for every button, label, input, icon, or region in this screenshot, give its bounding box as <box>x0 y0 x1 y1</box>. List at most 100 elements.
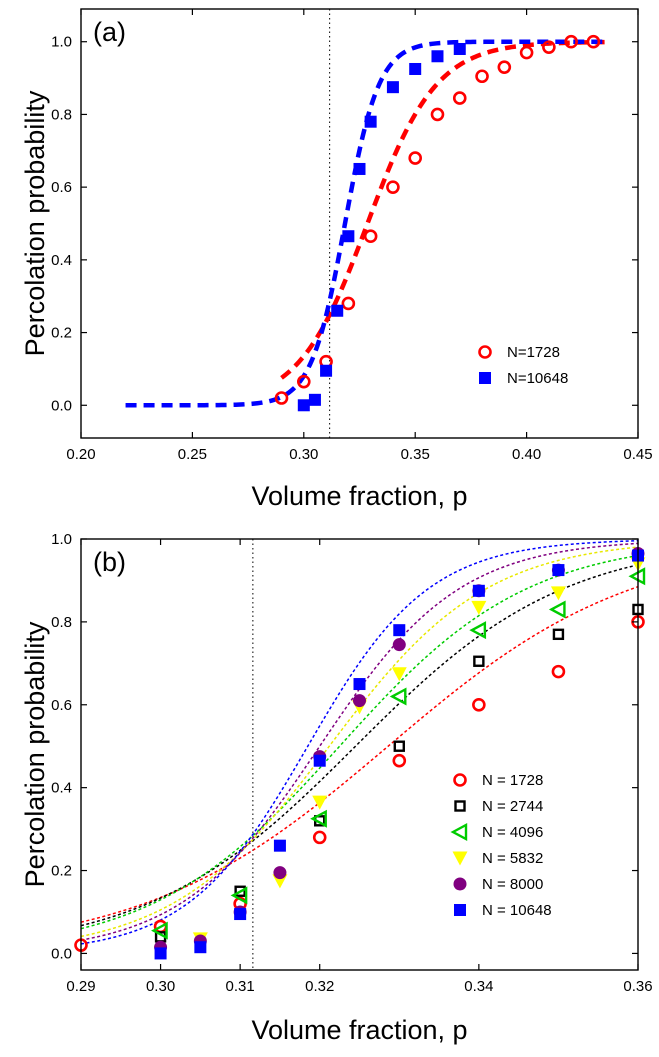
data-point-s0-4 <box>363 229 378 244</box>
legend-label-2: N = 4096 <box>482 824 543 841</box>
x-tick-label-1: 0.30 <box>146 978 175 995</box>
data-point-s1-5 <box>353 162 366 175</box>
y-tick-label-3: 0.6 <box>51 697 72 714</box>
legend-label-0: N = 1728 <box>482 772 543 789</box>
data-point-s5-7 <box>472 584 485 597</box>
panel-label: (a) <box>93 17 126 47</box>
data-point-s2-2 <box>310 809 327 828</box>
legend-marker-4 <box>453 877 467 891</box>
legend-label-1: N=10648 <box>507 370 568 387</box>
x-tick-label-5: 0.36 <box>623 978 652 995</box>
y-tick-label-2: 0.4 <box>51 780 72 797</box>
data-point-s0-4 <box>392 753 407 768</box>
data-point-s3-2 <box>312 795 328 810</box>
data-point-s5-8 <box>552 564 565 577</box>
data-point-s0-9 <box>475 69 489 84</box>
data-point-s0-3 <box>312 830 327 845</box>
legend-marker-0 <box>478 345 492 359</box>
fit-curve-1 <box>125 39 605 408</box>
x-tick-label-0: 0.20 <box>66 446 95 463</box>
data-point-s0-14 <box>586 34 601 49</box>
data-point-s5-5 <box>353 678 366 691</box>
y-tick-label-3: 0.6 <box>51 179 72 196</box>
legend-label-3: N = 5832 <box>482 850 543 867</box>
data-point-s4-3 <box>273 866 287 880</box>
data-point-s1-2 <box>320 364 333 377</box>
data-point-s2-5 <box>548 600 566 619</box>
data-point-s3-4 <box>391 667 407 682</box>
data-point-s1-0 <box>297 399 310 412</box>
legend-label-5: N = 10648 <box>482 902 552 919</box>
fit-curve-4 <box>81 542 638 941</box>
plot-frame <box>80 8 639 439</box>
data-point-s0-5 <box>472 697 486 712</box>
data-point-s5-6 <box>393 624 406 637</box>
y-tick-label-0: 0.0 <box>51 945 72 962</box>
data-point-s0-11 <box>519 45 534 60</box>
data-point-s1-3 <box>393 740 405 752</box>
fit-curve-2 <box>81 554 638 930</box>
x-tick-label-3: 0.35 <box>401 446 430 463</box>
legend-label-0: N=1728 <box>507 344 560 361</box>
fit-curve-3 <box>81 546 638 938</box>
legend-marker-2 <box>450 822 468 842</box>
data-point-s0-3 <box>341 296 356 311</box>
fit-curves <box>81 540 638 945</box>
x-tick-label-2: 0.31 <box>226 978 255 995</box>
legend: N = 1728 N = 2744 N = 4096 N = 5832 N = 8000… <box>450 772 552 919</box>
panel-label: (b) <box>93 547 126 577</box>
data-point-s5-2 <box>234 908 247 921</box>
data-point-s2-4 <box>469 621 487 640</box>
data-point-s0-7 <box>430 107 445 122</box>
data-point-s0-8 <box>452 91 467 105</box>
data-point-s1-1 <box>234 885 246 897</box>
y-axis-label: Percolation probability <box>20 621 50 887</box>
data-point-s2-3 <box>389 687 407 706</box>
fit-curves <box>125 39 605 408</box>
y-tick-label-5: 1.0 <box>51 34 72 51</box>
data-point-s1-7 <box>386 81 399 94</box>
x-axis-label: Volume fraction, p <box>251 481 467 511</box>
data-point-s1-10 <box>453 42 466 55</box>
y-tick-label-1: 0.2 <box>51 325 72 342</box>
x-tick-label-2: 0.30 <box>289 446 318 463</box>
data-point-s5-3 <box>273 839 286 852</box>
data-point-s0-5 <box>386 180 400 194</box>
y-tick-label-4: 0.8 <box>51 106 72 123</box>
data-point-s0-12 <box>542 40 556 54</box>
data-points <box>74 547 646 960</box>
data-point-s0-6 <box>551 664 566 679</box>
legend-marker-5 <box>454 904 466 916</box>
data-point-s1-4 <box>342 230 355 243</box>
data-points <box>274 34 601 412</box>
data-point-s0-6 <box>408 151 423 165</box>
x-tick-label-3: 0.32 <box>305 978 334 995</box>
fit-curve-1 <box>81 564 638 927</box>
legend-marker-1 <box>454 800 466 812</box>
y-tick-label-1: 0.2 <box>51 863 72 880</box>
data-point-s5-4 <box>313 754 326 767</box>
data-point-s1-8 <box>409 62 422 75</box>
panel-a-chart: 0.20 0.25 0.30 0.35 0.40 0.45 0.0 0.2 0.4 0.6 0.8 1… <box>20 8 653 511</box>
y-axis-label: Percolation probability <box>20 90 50 356</box>
plot-frame <box>80 538 639 971</box>
data-point-s5-1 <box>194 941 207 954</box>
y-tick-label-4: 0.8 <box>51 614 72 631</box>
x-tick-label-4: 0.40 <box>512 446 541 463</box>
fit-curve-0 <box>81 586 638 923</box>
data-point-s0-0 <box>274 391 289 405</box>
legend-marker-1 <box>479 372 491 384</box>
data-point-s2-0 <box>151 921 168 940</box>
panel-b-chart: 0.29 0.30 0.31 0.32 0.34 0.36 0.0 0.2 0.4 0.6 0.8 1… <box>20 531 653 1045</box>
data-point-s1-1 <box>308 393 321 406</box>
data-point-s2-1 <box>230 886 248 905</box>
data-point-s0-10 <box>497 60 512 74</box>
y-tick-label-2: 0.4 <box>51 252 72 269</box>
x-tick-label-0: 0.29 <box>66 978 95 995</box>
data-point-s1-9 <box>431 50 444 63</box>
data-point-s5-0 <box>154 947 167 960</box>
legend-label-4: N = 8000 <box>482 876 543 893</box>
data-point-s4-6 <box>392 638 406 652</box>
data-point-s1-3 <box>331 304 344 317</box>
legend: N=1728 N=10648 <box>478 344 568 387</box>
